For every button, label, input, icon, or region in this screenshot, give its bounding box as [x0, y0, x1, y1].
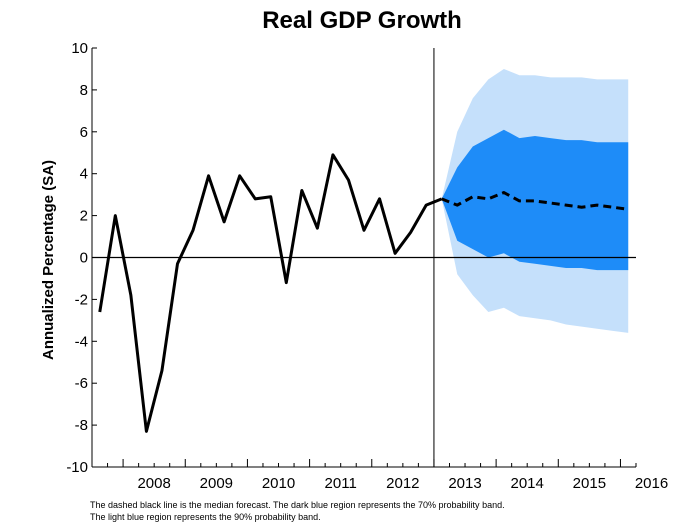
footnote-line-1: The dashed black line is the median fore… — [90, 500, 505, 510]
x-tick-label: 2008 — [137, 475, 170, 492]
y-tick-label: 10 — [71, 40, 88, 57]
y-tick-label: -2 — [75, 291, 88, 308]
band-70-percent — [441, 129, 629, 271]
x-tick-label: 2015 — [573, 475, 606, 492]
x-tick-label: 2011 — [325, 475, 357, 492]
y-axis-label: Annualized Percentage (SA) — [40, 160, 57, 360]
y-tick-label: 8 — [80, 82, 88, 99]
x-tick-label: 2012 — [386, 475, 419, 492]
y-tick-label: -4 — [75, 333, 88, 350]
footnote-line-2: The light blue region represents the 90%… — [90, 512, 321, 522]
x-tick-label: 2014 — [511, 475, 544, 492]
axes — [91, 47, 637, 468]
x-tick-label: 2016 — [635, 475, 668, 492]
actual-growth-line — [98, 153, 443, 433]
series-lines — [98, 153, 629, 433]
y-tick-label: -6 — [75, 375, 88, 392]
probability-bands — [441, 68, 629, 333]
y-tick-label: 0 — [80, 250, 88, 267]
x-tick-label: 2010 — [262, 475, 295, 492]
y-tick-label: 6 — [80, 124, 88, 141]
y-tick-label: 2 — [80, 208, 88, 225]
y-tick-label: 4 — [80, 166, 88, 183]
tick-labels: -10 -8 -6 -4 -2 0 2 4 6 8 10 2008 2009 2010 2011 2012 20… — [66, 40, 668, 492]
x-tick-label: 2013 — [448, 475, 481, 492]
y-tick-label: -8 — [75, 417, 88, 434]
median-forecast-line — [441, 191, 629, 211]
y-tick-label: -10 — [66, 459, 88, 476]
chart-title: Real GDP Growth — [262, 7, 462, 34]
x-tick-label: 2009 — [200, 475, 233, 492]
